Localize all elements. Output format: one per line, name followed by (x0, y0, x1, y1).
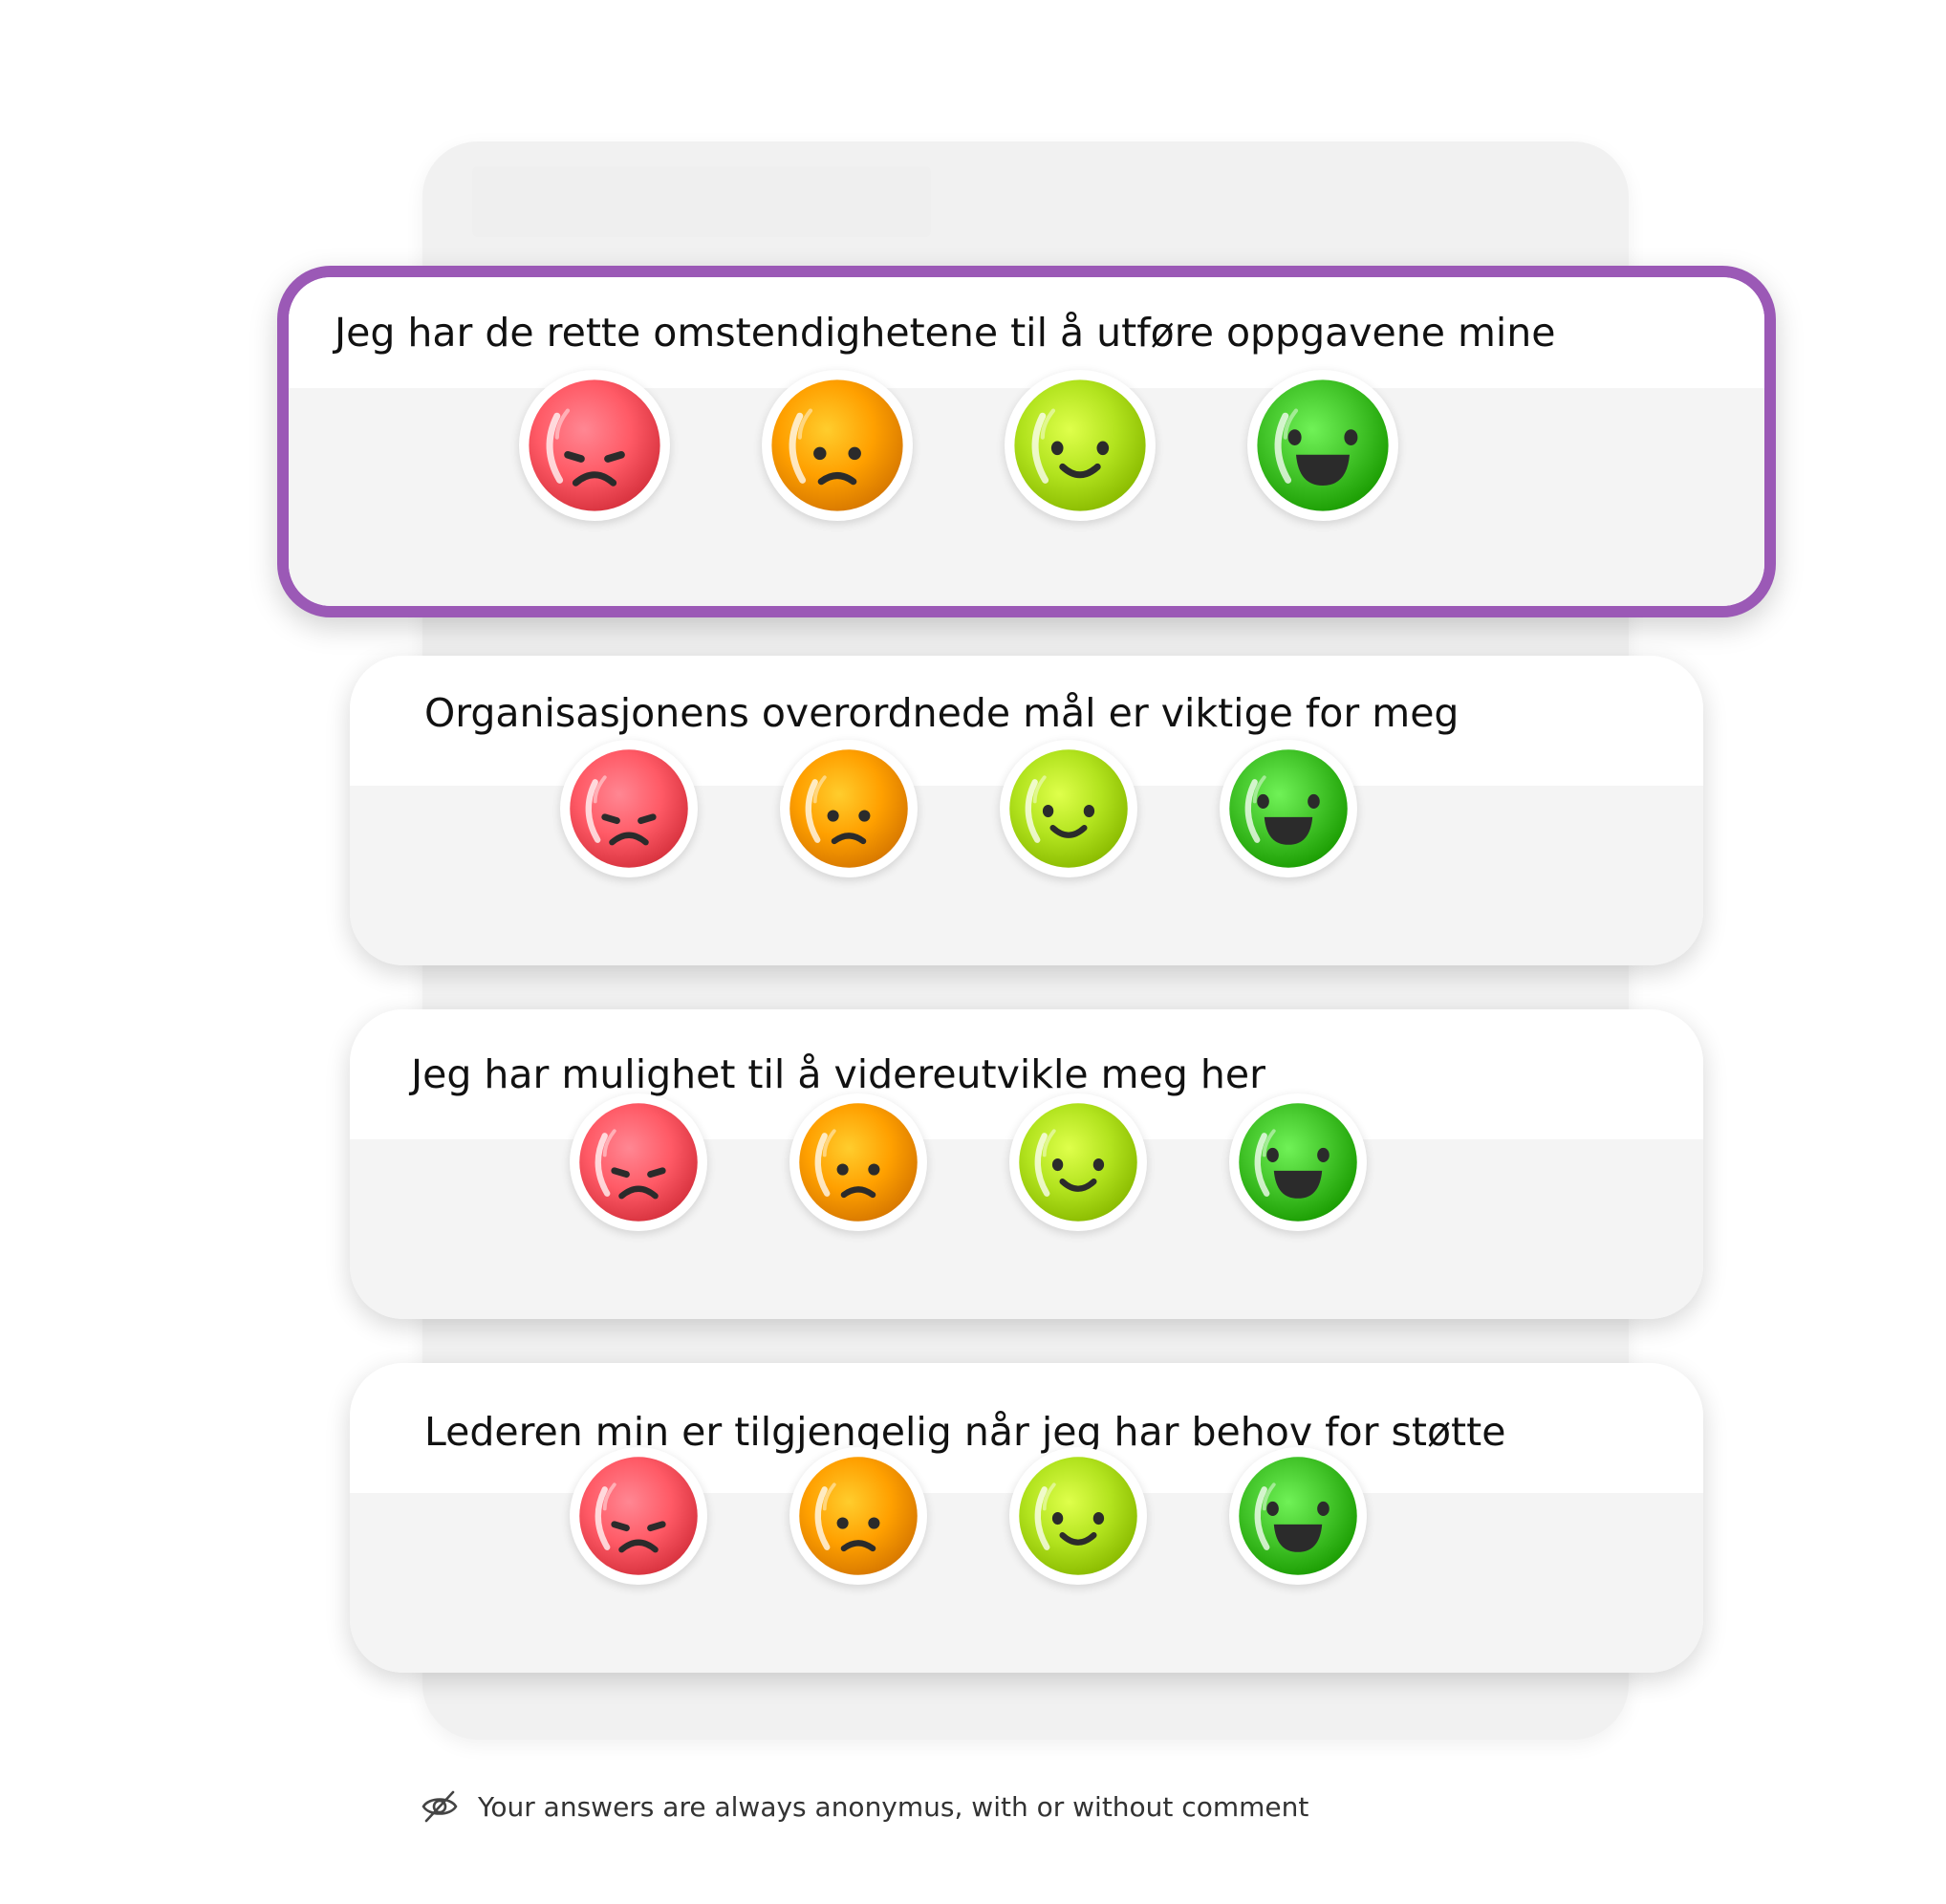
angry-face-icon (579, 1103, 698, 1222)
grinning-face-icon (1257, 379, 1389, 511)
angry-face-icon (570, 749, 688, 868)
rating-option-3-button[interactable] (1009, 1447, 1147, 1585)
rating-row (350, 1447, 1703, 1673)
anonymity-note: Your answers are always anonymus, with o… (421, 1785, 1308, 1828)
smiling-face-icon (1019, 1457, 1137, 1575)
rating-row (350, 1093, 1703, 1319)
rating-option-4-button[interactable] (1229, 1093, 1367, 1231)
rating-row (289, 370, 1764, 606)
smiling-face-icon (1009, 749, 1128, 868)
question-text: Lederen min er tilgjengelig når jeg har … (424, 1409, 1506, 1455)
rating-option-2-button[interactable] (789, 1093, 927, 1231)
question-card-4: Lederen min er tilgjengelig når jeg har … (350, 1363, 1703, 1673)
question-text: Jeg har mulighet til å videreutvikle meg… (411, 1051, 1265, 1097)
question-text: Organisasjonens overordnede mål er vikti… (424, 690, 1460, 736)
rating-option-4-button[interactable] (1229, 1447, 1367, 1585)
question-card-2: Organisasjonens overordnede mål er vikti… (350, 656, 1703, 965)
rating-option-3-button[interactable] (1000, 740, 1137, 877)
grinning-face-icon (1239, 1457, 1357, 1575)
rating-option-3-button[interactable] (1005, 370, 1156, 521)
question-card-3: Jeg har mulighet til å videreutvikle meg… (350, 1009, 1703, 1319)
question-header: Jeg har de rette omstendighetene til å u… (289, 277, 1764, 388)
sad-face-icon (799, 1103, 918, 1222)
rating-row (350, 740, 1703, 965)
rating-option-1-button[interactable] (519, 370, 670, 521)
sad-face-icon (771, 379, 903, 511)
rating-option-1-button[interactable] (560, 740, 698, 877)
angry-face-icon (579, 1457, 698, 1575)
question-header: Organisasjonens overordnede mål er vikti… (350, 656, 1703, 786)
grinning-face-icon (1229, 749, 1348, 868)
eye-slash-icon (422, 1790, 458, 1823)
sad-face-icon (789, 749, 908, 868)
rating-option-1-button[interactable] (570, 1093, 707, 1231)
smiling-face-icon (1019, 1103, 1137, 1222)
grinning-face-icon (1239, 1103, 1357, 1222)
smiling-face-icon (1014, 379, 1146, 511)
sad-face-icon (799, 1457, 918, 1575)
rating-option-2-button[interactable] (762, 370, 913, 521)
rating-option-1-button[interactable] (570, 1447, 707, 1585)
angry-face-icon (529, 379, 660, 511)
anonymity-note-text: Your answers are always anonymus, with o… (478, 1790, 1309, 1823)
rating-option-4-button[interactable] (1220, 740, 1357, 877)
rating-option-4-button[interactable] (1247, 370, 1398, 521)
question-text: Jeg har de rette omstendighetene til å u… (335, 310, 1556, 356)
rating-option-2-button[interactable] (789, 1447, 927, 1585)
survey-header-placeholder (472, 166, 931, 237)
rating-option-2-button[interactable] (780, 740, 918, 877)
question-card-1: Jeg har de rette omstendighetene til å u… (277, 266, 1776, 617)
rating-option-3-button[interactable] (1009, 1093, 1147, 1231)
